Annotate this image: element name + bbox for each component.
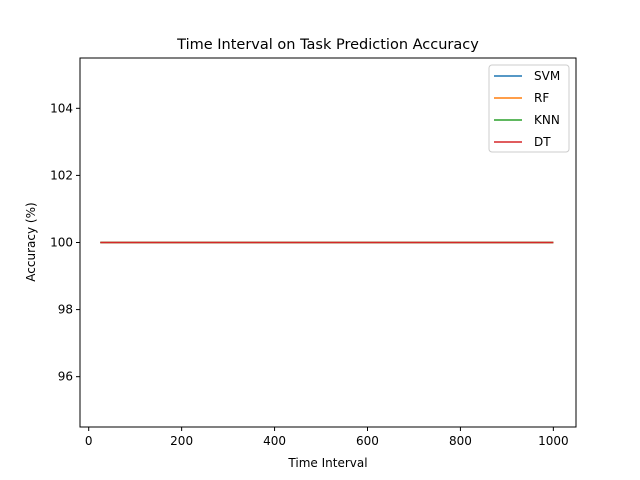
- y-axis-label: Accuracy (%): [24, 202, 38, 281]
- x-tick-label: 400: [263, 434, 286, 448]
- legend-box: [488, 64, 570, 153]
- x-tick-label: 1000: [538, 434, 569, 448]
- legend-label-knn: KNN: [534, 113, 560, 127]
- x-tick-label: 0: [85, 434, 93, 448]
- y-tick-label: 100: [50, 236, 73, 250]
- chart-title: Time Interval on Task Prediction Accurac…: [176, 37, 479, 53]
- y-tick-label: 98: [58, 303, 73, 317]
- x-tick-label: 800: [449, 434, 472, 448]
- legend-label-svm: SVM: [534, 69, 560, 83]
- legend-label-dt: DT: [534, 135, 551, 149]
- x-tick-label: 200: [170, 434, 193, 448]
- y-axis-ticks: 96 98 100 102 104: [50, 101, 80, 384]
- y-tick-label: 102: [50, 168, 73, 182]
- legend: SVM RF KNN DT: [488, 64, 570, 153]
- x-axis-label: Time Interval: [287, 456, 367, 470]
- y-tick-label: 104: [50, 101, 73, 115]
- legend-label-rf: RF: [534, 91, 549, 105]
- y-tick-label: 96: [58, 370, 73, 384]
- x-axis-ticks: 0 200 400 600 800 1000: [85, 427, 569, 448]
- x-tick-label: 600: [356, 434, 379, 448]
